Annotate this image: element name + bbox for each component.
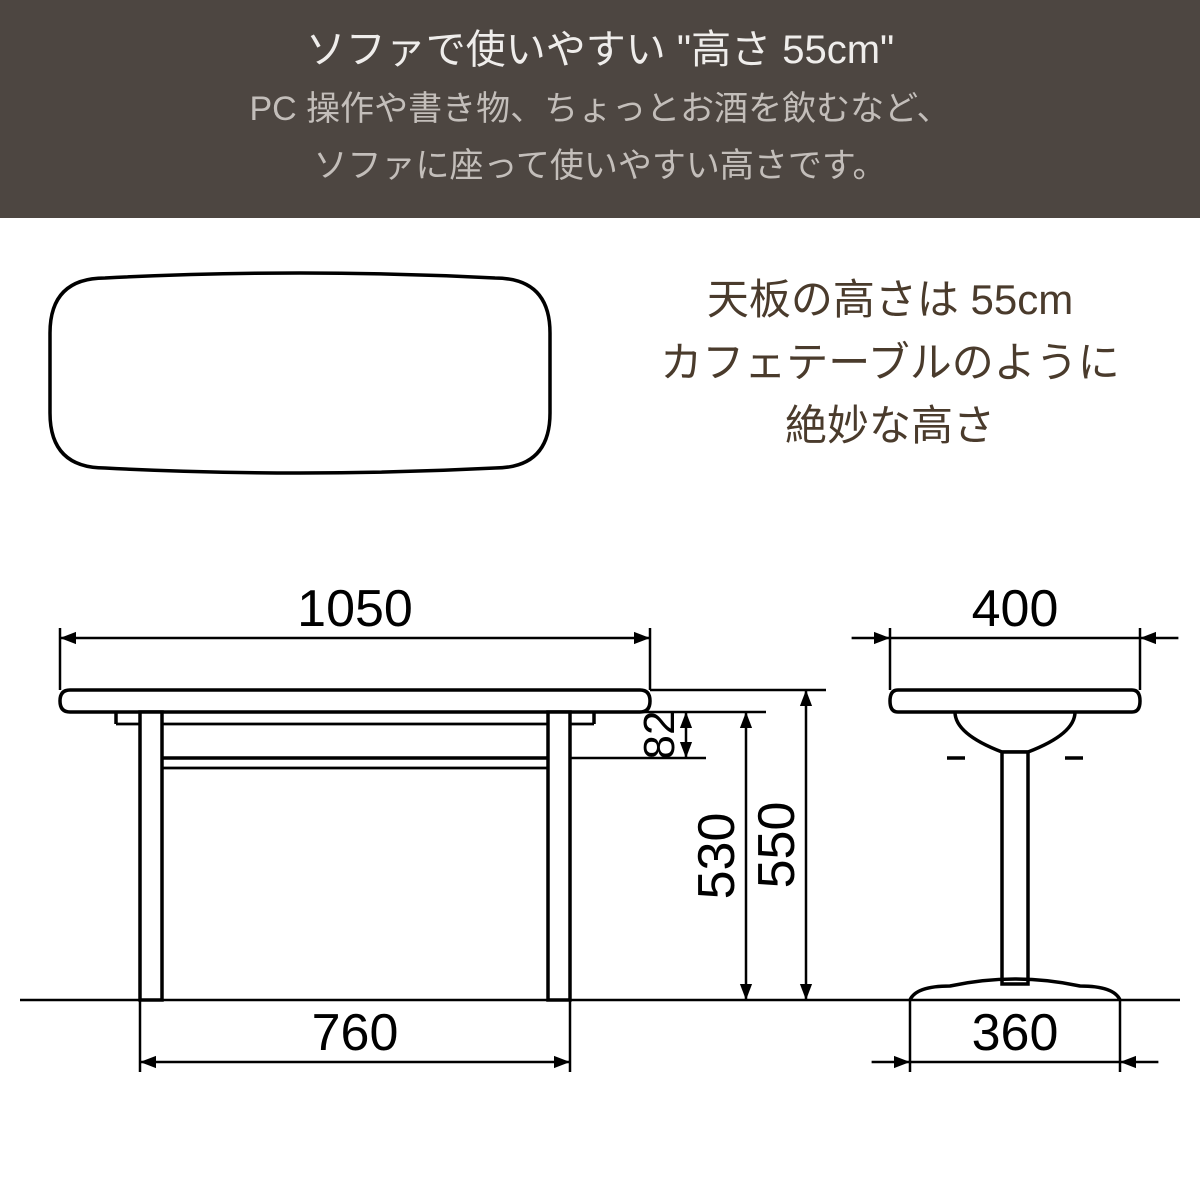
header-body-2: ソファに座って使いやすい高さです。 xyxy=(20,141,1180,192)
header-body-1: PC 操作や書き物、ちょっとお酒を飲むなど、 xyxy=(20,84,1180,135)
technical-drawing: 1050 760 82 530550 400 360 xyxy=(0,230,1200,1190)
header-banner: ソファで使いやすい "高さ 55cm" PC 操作や書き物、ちょっとお酒を飲むな… xyxy=(0,0,1200,218)
svg-text:360: 360 xyxy=(972,1004,1059,1062)
svg-text:550: 550 xyxy=(748,802,806,889)
svg-text:400: 400 xyxy=(972,580,1059,638)
svg-text:1050: 1050 xyxy=(297,580,413,638)
svg-text:82: 82 xyxy=(635,711,684,760)
svg-text:760: 760 xyxy=(312,1004,399,1062)
header-title: ソファで使いやすい "高さ 55cm" xyxy=(20,22,1180,78)
svg-text:530: 530 xyxy=(688,813,746,900)
